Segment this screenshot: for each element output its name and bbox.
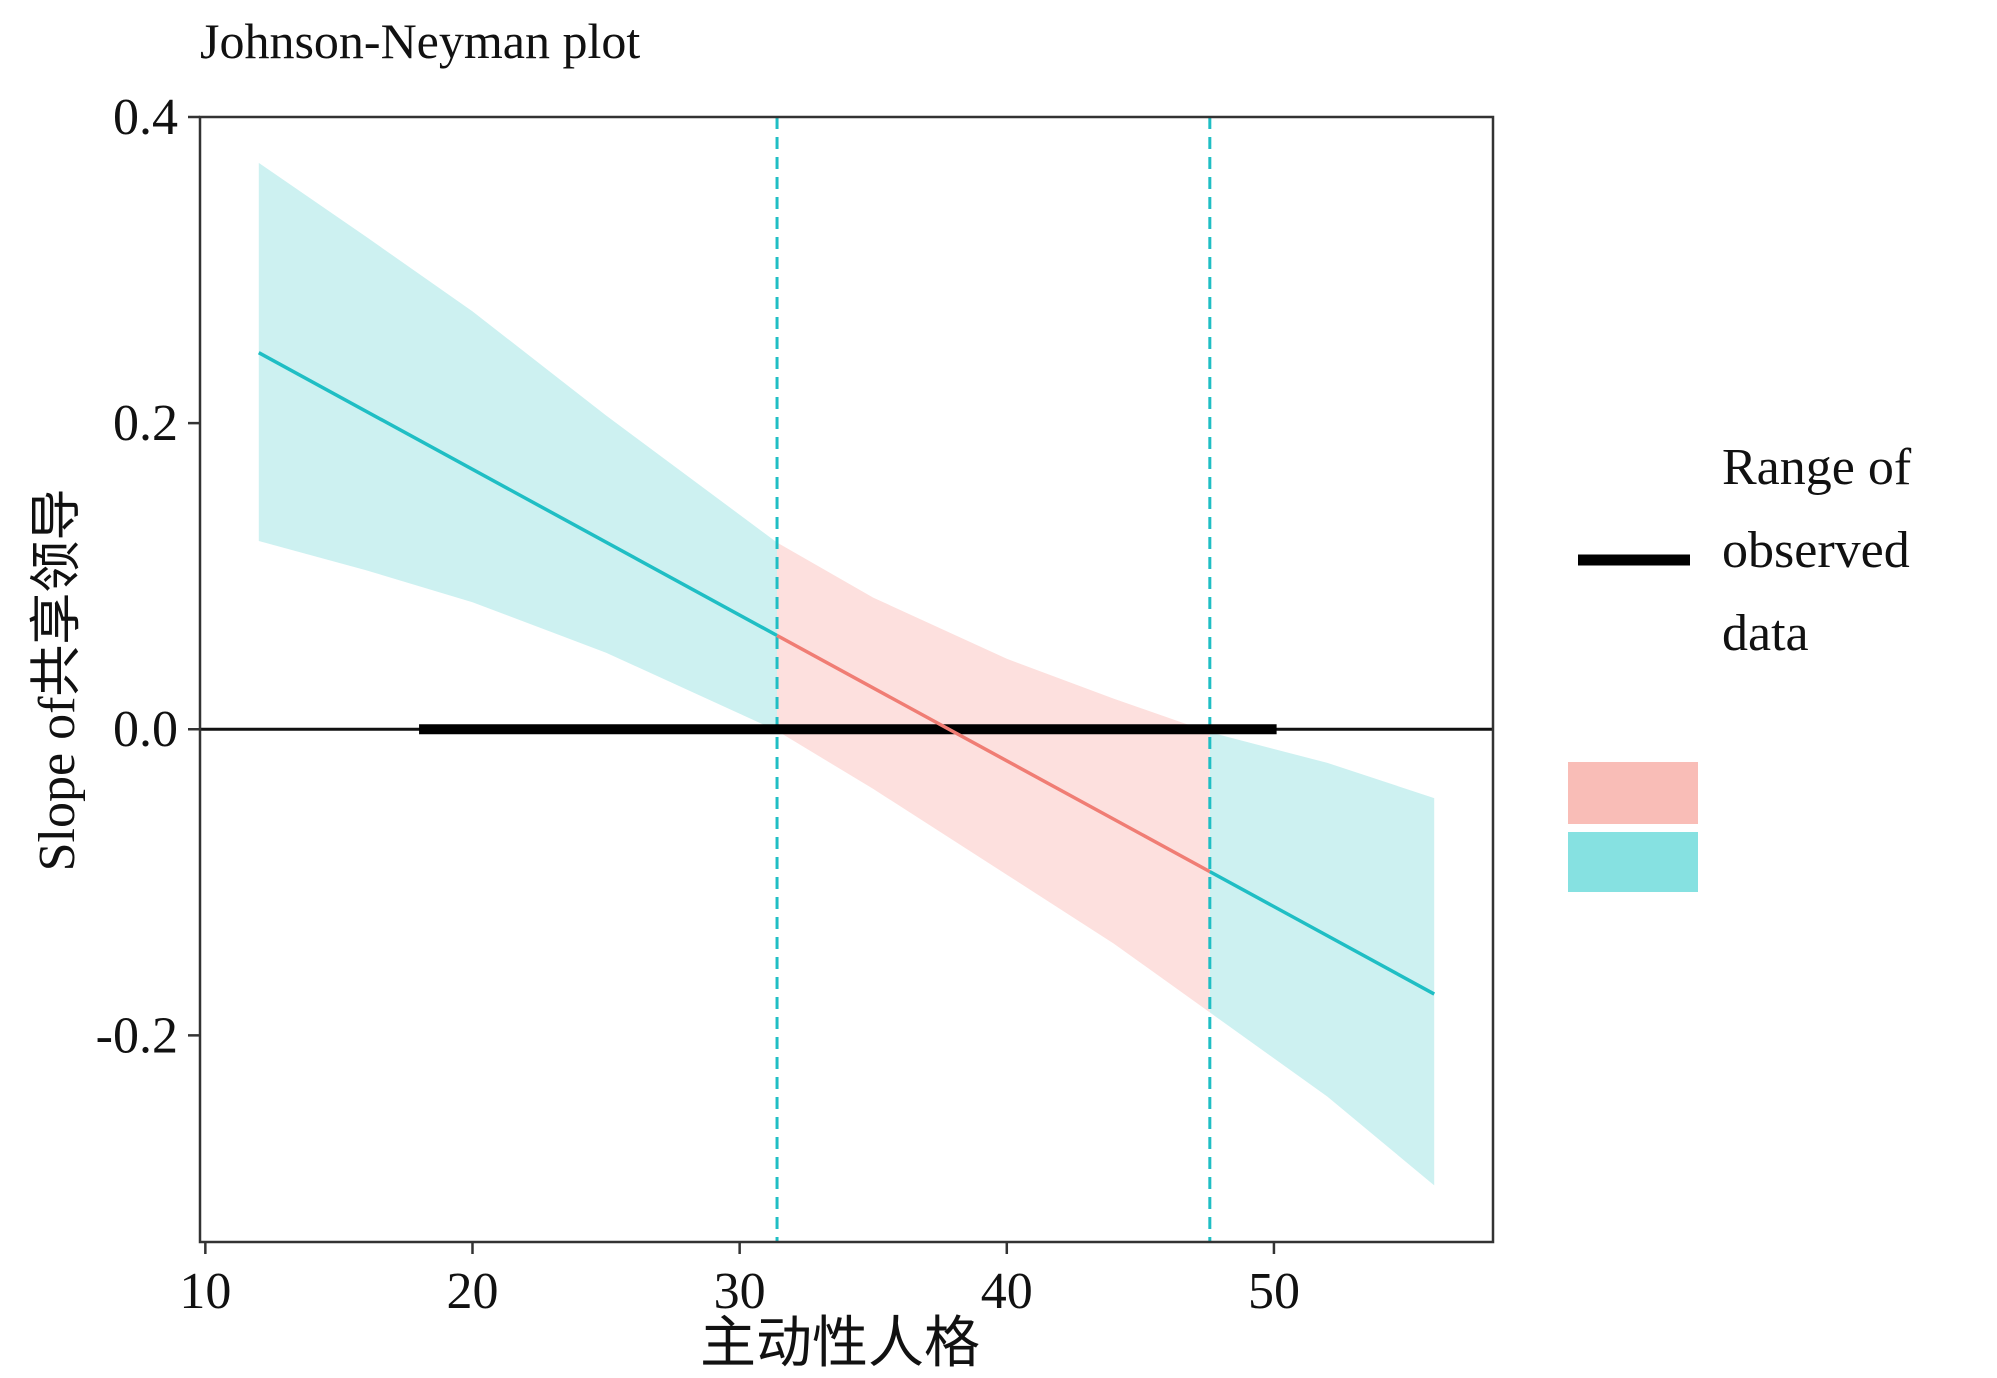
legend-label-line-1: Range of (1722, 439, 1912, 496)
x-tick-label: 40 (981, 1263, 1033, 1320)
legend-label-line-3: data (1722, 605, 1809, 662)
x-tick-label: 30 (714, 1263, 766, 1320)
y-tick-label: 0.2 (113, 395, 178, 452)
legend-line-label: Range of observed data (1722, 439, 1924, 662)
y-axis: 0.4 0.2 0.0 -0.2 (96, 89, 200, 1064)
band-significant-right (1209, 732, 1435, 1186)
x-axis-label: 主动性人格 (700, 1313, 980, 1375)
y-tick-label: 0.0 (113, 701, 178, 758)
slope-lines (257, 351, 1436, 996)
slope-line-insignificant (776, 633, 1211, 874)
johnson-neyman-boundaries (775, 117, 1212, 1242)
y-axis-label: Slope of共享领导 (29, 489, 86, 872)
x-tick-label: 50 (1248, 1263, 1300, 1320)
slope-line-significant-left (257, 351, 778, 638)
x-tick-label: 20 (446, 1263, 498, 1320)
y-tick-label: 0.4 (113, 89, 178, 146)
legend-insignificant-band-key (1568, 762, 1698, 824)
chart-title: Johnson-Neyman plot (200, 13, 640, 69)
slope-line-significant-right (1208, 870, 1436, 996)
band-significant-left (258, 162, 777, 731)
x-axis: 10 20 30 40 50 (179, 1242, 1300, 1320)
band-insignificant (777, 542, 1210, 1013)
plot-panel-border (198, 115, 1495, 1244)
y-tick-label: -0.2 (96, 1007, 178, 1064)
x-tick-label: 10 (179, 1263, 231, 1320)
legend: Range of observed data (1568, 439, 1924, 892)
legend-significant-band-key (1568, 832, 1698, 892)
confidence-bands (258, 162, 1435, 1186)
legend-label-line-2: observed (1722, 522, 1910, 579)
